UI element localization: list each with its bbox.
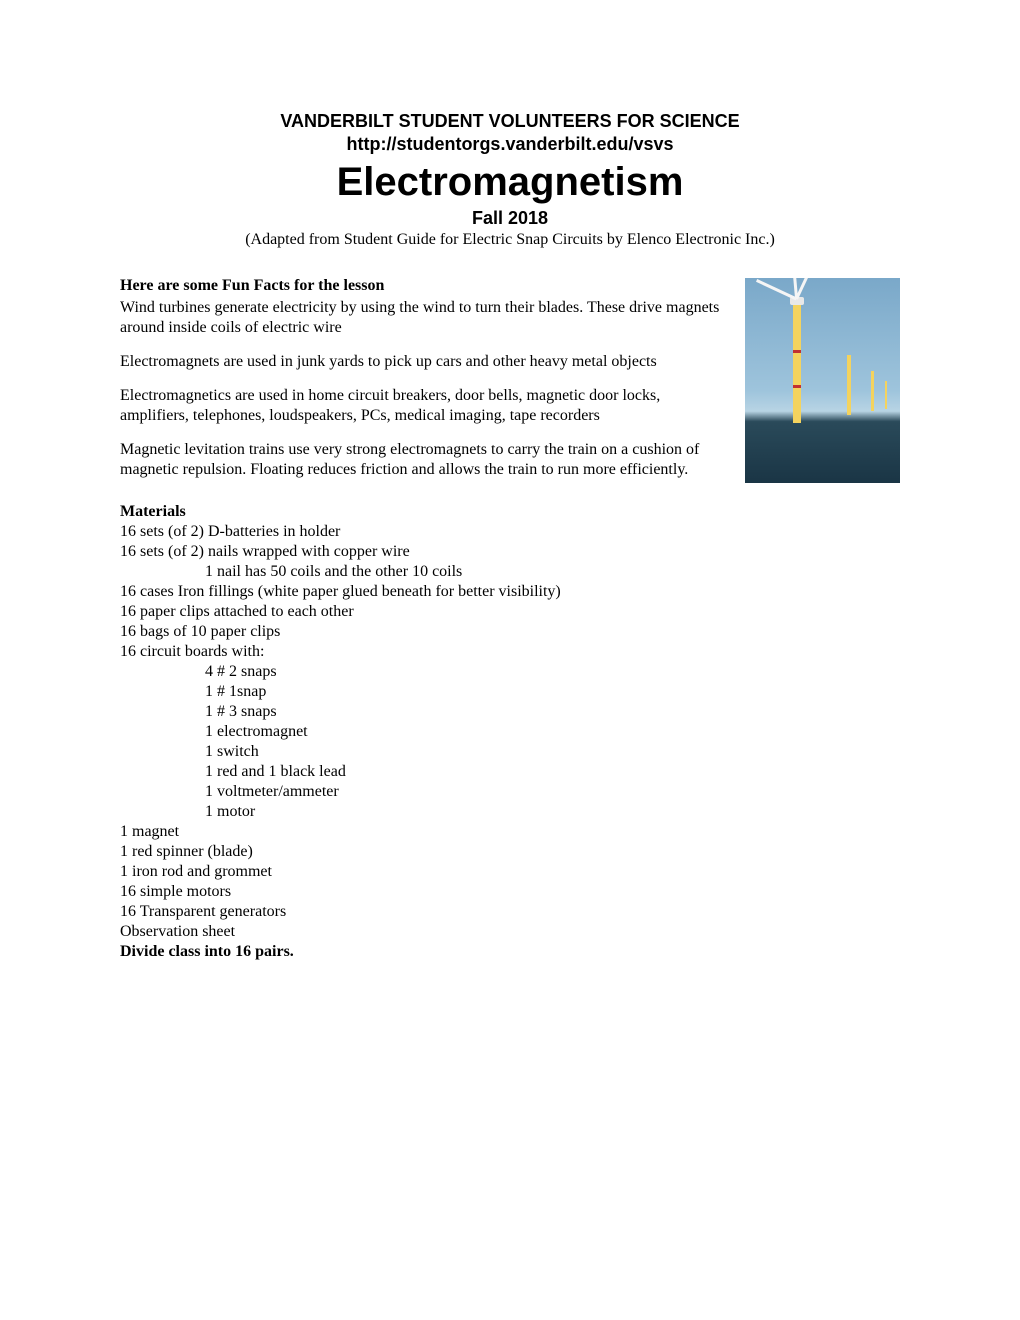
materials-item: 1 iron rod and grommet (120, 862, 900, 882)
adapted-note: (Adapted from Student Guide for Electric… (120, 230, 900, 250)
turbine-blade (756, 279, 797, 300)
materials-item: 16 circuit boards with: (120, 642, 900, 662)
materials-item: Observation sheet (120, 922, 900, 942)
materials-section: Materials 16 sets (of 2) D-batteries in … (120, 502, 900, 962)
materials-item: 16 sets (of 2) nails wrapped with copper… (120, 542, 900, 562)
fun-facts-section: Here are some Fun Facts for the lesson W… (120, 276, 900, 494)
materials-item-indent: 4 # 2 snaps (120, 662, 900, 682)
turbine-pole (793, 303, 801, 423)
materials-item: 16 sets (of 2) D-batteries in holder (120, 522, 900, 542)
materials-item: 16 bags of 10 paper clips (120, 622, 900, 642)
organization-url: http://studentorgs.vanderbilt.edu/vsvs (120, 133, 900, 156)
materials-item: 16 simple motors (120, 882, 900, 902)
materials-item: 1 red spinner (blade) (120, 842, 900, 862)
materials-item-indent: 1 red and 1 black lead (120, 762, 900, 782)
materials-item: 1 magnet (120, 822, 900, 842)
wind-turbine-image (745, 278, 900, 483)
materials-item: 16 Transparent generators (120, 902, 900, 922)
pole-band (793, 385, 801, 388)
document-title: Electromagnetism (120, 157, 900, 207)
materials-item-indent: 1 voltmeter/ammeter (120, 782, 900, 802)
materials-item-indent: 1 nail has 50 coils and the other 10 coi… (120, 562, 900, 582)
materials-heading: Materials (120, 502, 900, 522)
document-header: VANDERBILT STUDENT VOLUNTEERS FOR SCIENC… (120, 110, 900, 250)
turbine-pole-small (847, 355, 851, 415)
materials-item-indent: 1 # 1snap (120, 682, 900, 702)
turbine-pole-small (871, 371, 874, 411)
divide-instruction: Divide class into 16 pairs. (120, 942, 900, 962)
organization-name: VANDERBILT STUDENT VOLUNTEERS FOR SCIENC… (120, 110, 900, 133)
materials-item-indent: 1 # 3 snaps (120, 702, 900, 722)
materials-item-indent: 1 motor (120, 802, 900, 822)
pole-band (793, 350, 801, 353)
document-subtitle: Fall 2018 (120, 207, 900, 230)
materials-item-indent: 1 electromagnet (120, 722, 900, 742)
turbine-pole-small (885, 381, 887, 409)
materials-item-indent: 1 switch (120, 742, 900, 762)
turbine-blade (795, 278, 816, 300)
materials-item: 16 cases Iron fillings (white paper glue… (120, 582, 900, 602)
materials-item: 16 paper clips attached to each other (120, 602, 900, 622)
